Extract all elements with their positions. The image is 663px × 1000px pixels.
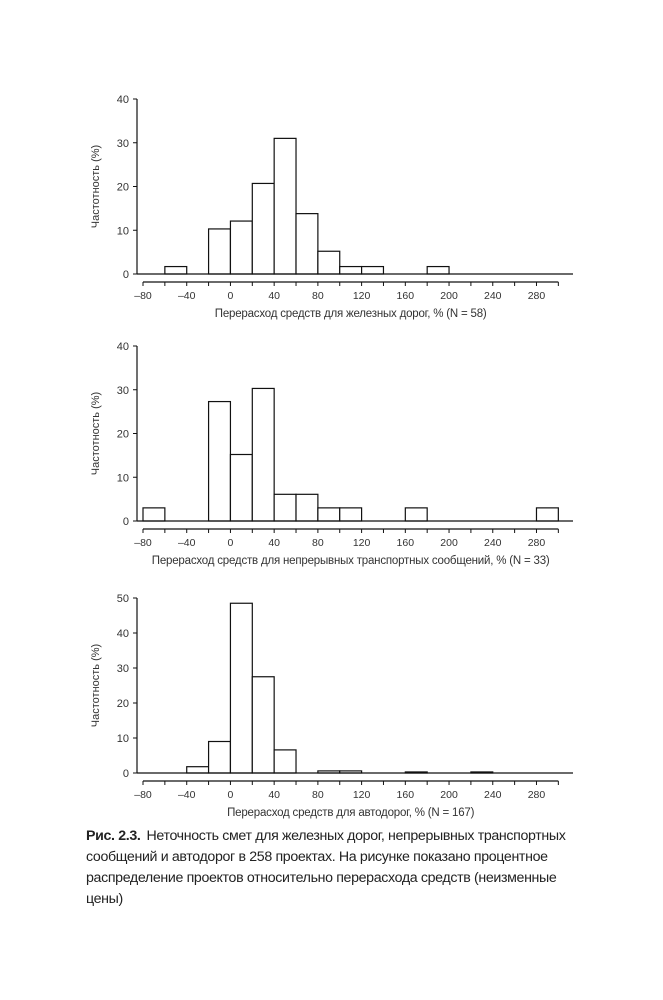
y-tick-label: 10 — [117, 733, 129, 745]
x-tick-label: 240 — [484, 537, 502, 549]
x-tick-label: 280 — [528, 537, 546, 549]
caption-line: Неточность смет для железных дорог, непр… — [146, 828, 566, 844]
x-tick-label: 0 — [228, 537, 234, 549]
x-tick-label: 40 — [268, 537, 280, 549]
caption-line: цены) — [86, 891, 123, 907]
x-tick-label: 280 — [528, 789, 546, 801]
x-tick-label: 160 — [397, 290, 415, 302]
histogram-bar — [361, 265, 385, 275]
histogram-bar — [207, 400, 232, 522]
x-tick-label: 240 — [484, 789, 502, 801]
histogram-bar — [404, 507, 428, 522]
histogram-bar — [207, 740, 232, 774]
x-tick-label: –40 — [178, 290, 196, 302]
y-tick-label: 20 — [117, 182, 129, 194]
histogram-bar — [229, 602, 253, 774]
x-tick-label: 80 — [312, 537, 324, 549]
histogram-bar — [251, 676, 275, 774]
y-tick-label: 0 — [123, 269, 129, 281]
y-tick-label: 0 — [123, 516, 129, 528]
y-tick-label: 40 — [117, 341, 129, 353]
histogram-bar — [426, 265, 450, 275]
x-tick-label: 240 — [484, 290, 502, 302]
x-tick-label: 40 — [268, 290, 280, 302]
y-tick-label: 50 — [117, 593, 129, 605]
x-tick-label: 120 — [353, 537, 371, 549]
y-tick-label: 40 — [117, 628, 129, 640]
histogram-bar — [207, 228, 232, 275]
x-tick-label: 120 — [353, 290, 371, 302]
x-tick-label: 200 — [440, 537, 458, 549]
y-axis-label: Частотность (%) — [90, 145, 102, 228]
x-tick-label: 40 — [268, 789, 280, 801]
histogram-bar — [339, 265, 363, 275]
x-tick-label: 280 — [528, 290, 546, 302]
y-axis-label: Частотность (%) — [90, 644, 102, 727]
histogram-bar — [273, 749, 297, 774]
histogram-bar — [535, 507, 559, 522]
histogram-bar — [273, 493, 297, 522]
x-tick-label: 200 — [440, 789, 458, 801]
x-tick-label: 120 — [353, 789, 371, 801]
histogram-bar — [186, 766, 210, 774]
x-tick-label: –40 — [178, 537, 196, 549]
caption-line: сообщений и автодорог в 258 проектах. На… — [86, 849, 548, 865]
histogram-bar — [273, 137, 297, 275]
histogram-bar — [317, 250, 341, 275]
caption-line: распределение проектов относительно пере… — [86, 870, 557, 886]
y-tick-label: 30 — [117, 138, 129, 150]
figure-caption: Рис. 2.3. Неточность смет для железных до… — [86, 826, 606, 910]
x-tick-label: 80 — [312, 789, 324, 801]
y-tick-label: 30 — [117, 385, 129, 397]
y-tick-label: 40 — [117, 94, 129, 106]
caption-label: Рис. 2.3. — [86, 828, 141, 844]
x-tick-label: 0 — [228, 290, 234, 302]
histogram-bar — [229, 220, 253, 275]
y-tick-label: 0 — [123, 768, 129, 780]
y-tick-label: 30 — [117, 663, 129, 675]
x-axis-label: Перерасход средств для железных дорог, %… — [215, 308, 487, 320]
x-tick-label: –80 — [134, 537, 152, 549]
x-tick-label: 200 — [440, 290, 458, 302]
histogram-bar — [251, 182, 275, 275]
histogram-bar — [251, 387, 275, 522]
y-tick-label: 20 — [117, 429, 129, 441]
y-tick-label: 10 — [117, 225, 129, 237]
x-tick-label: 160 — [397, 789, 415, 801]
histogram-bar — [142, 507, 166, 522]
y-tick-label: 10 — [117, 472, 129, 484]
x-axis-label: Перерасход средств для непрерывных транс… — [152, 555, 550, 567]
histogram-bar — [295, 213, 319, 275]
x-tick-label: 0 — [228, 789, 234, 801]
histogram-bar — [164, 265, 188, 275]
x-tick-label: 160 — [397, 537, 415, 549]
x-tick-label: 80 — [312, 290, 324, 302]
x-tick-label: –80 — [134, 290, 152, 302]
histogram-bar — [317, 507, 341, 522]
x-axis-label: Перерасход средств для автодорог, % (N =… — [227, 807, 474, 819]
histogram-bar — [229, 453, 253, 522]
x-tick-label: –80 — [134, 789, 152, 801]
y-axis-label: Частотность (%) — [90, 392, 102, 475]
histogram-bar — [295, 493, 319, 522]
histogram-bar — [339, 507, 363, 522]
x-tick-label: –40 — [178, 789, 196, 801]
y-tick-label: 20 — [117, 698, 129, 710]
